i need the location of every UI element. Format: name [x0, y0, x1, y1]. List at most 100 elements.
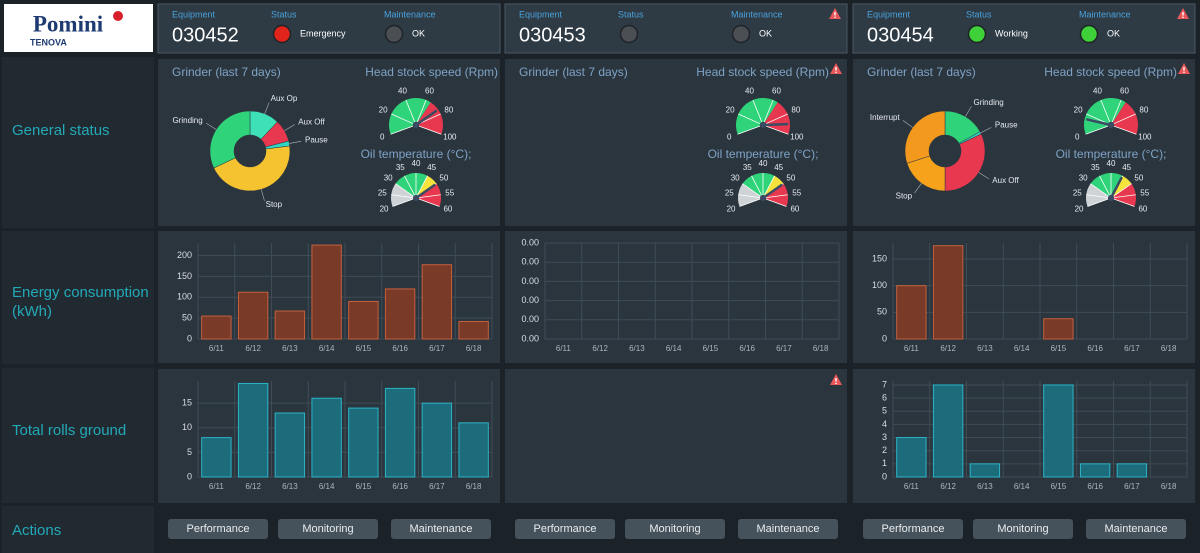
- panel-group: 0.00 0.00 0.00 0.00 0.00 0.00 6/11 6/12 6/13 6/14…: [505, 231, 847, 363]
- logo-dot: [113, 11, 123, 21]
- gauge-tick: [418, 113, 441, 125]
- x-tick-label: 6/11: [209, 482, 225, 491]
- x-tick-label: 6/17: [1124, 344, 1140, 353]
- gauge-tick: [765, 198, 787, 207]
- action-button[interactable]: [278, 519, 378, 539]
- action-label[interactable]: Maintenance: [1105, 523, 1168, 535]
- x-tick-label: 6/12: [245, 344, 261, 353]
- gauge-tick-label: 60: [425, 87, 434, 96]
- x-tick-label: 6/18: [466, 344, 482, 353]
- label: Equipment: [519, 9, 563, 19]
- x-tick-label: 6/16: [1087, 482, 1103, 491]
- gauge-tick: [1111, 99, 1122, 123]
- y-tick-label: 3: [882, 432, 887, 442]
- gauge-tick: [391, 194, 414, 199]
- action-button[interactable]: [738, 519, 838, 539]
- gauge-tick: [1099, 175, 1110, 196]
- equipment-id: 030452: [172, 24, 239, 46]
- gauge-tick-label: 35: [743, 163, 752, 172]
- pie-label: Pause: [305, 136, 328, 145]
- gauge-needle: [414, 109, 438, 127]
- row-panel: [2, 506, 154, 553]
- x-tick-label: 6/17: [429, 344, 445, 353]
- action-label[interactable]: Performance: [882, 523, 945, 535]
- pie-leader: [914, 183, 922, 194]
- action-label[interactable]: Performance: [534, 523, 597, 535]
- action-label[interactable]: Maintenance: [757, 523, 820, 535]
- gauge-tick-label: 40: [759, 159, 768, 168]
- x-tick-label: 6/15: [1051, 344, 1067, 353]
- action-label[interactable]: Monitoring: [302, 523, 353, 535]
- y-tick-label: 10: [182, 422, 192, 432]
- bar: [1043, 318, 1074, 340]
- gauge-band: [1084, 97, 1126, 135]
- x-tick-label: 6/11: [556, 344, 572, 353]
- y-tick-label: 0: [882, 333, 887, 343]
- row-panel: [2, 368, 154, 503]
- panel-title: Head stock speed (Rpm): [365, 65, 498, 79]
- y-tick-label: 5: [882, 406, 887, 416]
- panel-group: Grinder (last 7 days) Grinding Pause Aux Of…: [853, 59, 1195, 226]
- action-button[interactable]: [863, 519, 963, 539]
- gauge-tick-label: 60: [790, 205, 799, 214]
- bar: [274, 310, 306, 340]
- gauge-tick-label: 80: [1139, 105, 1148, 114]
- gauge-tick-label: 50: [439, 174, 448, 183]
- gauge-tick: [764, 175, 775, 196]
- logo-brand: Pomini: [33, 11, 104, 36]
- gauge-tick: [765, 194, 788, 199]
- pie-label: Pause: [995, 121, 1018, 130]
- logo-box: [4, 4, 153, 52]
- maintenance-light: [384, 24, 404, 44]
- gauge-tick-label: 60: [772, 87, 781, 96]
- x-tick-label: 6/16: [392, 482, 408, 491]
- gauge-tick: [418, 125, 442, 135]
- y-tick-label: 0.00: [521, 276, 539, 286]
- gauge-tick: [1086, 113, 1109, 125]
- equipment-id: 030454: [867, 24, 934, 46]
- x-tick-label: 6/18: [813, 344, 829, 353]
- label: Equipment: [867, 9, 911, 19]
- gauge-tick: [1085, 125, 1109, 135]
- gauge-tick-label: 20: [379, 105, 388, 114]
- bar: [932, 245, 964, 340]
- x-tick-label: 6/15: [356, 344, 372, 353]
- action-button[interactable]: [1086, 519, 1186, 539]
- action-label[interactable]: Maintenance: [410, 523, 473, 535]
- pie-label: Aux Off: [992, 176, 1019, 185]
- bar: [237, 382, 269, 478]
- x-tick-label: 6/13: [629, 344, 645, 353]
- gauge-tick: [737, 125, 761, 135]
- row-label: Actions: [12, 522, 62, 539]
- gauge-tick: [763, 99, 774, 123]
- x-tick-label: 6/14: [319, 344, 335, 353]
- y-tick-label: 0.00: [521, 295, 539, 305]
- panel-title: Grinder (last 7 days): [172, 65, 281, 79]
- action-button[interactable]: [515, 519, 615, 539]
- y-tick-label: 100: [872, 280, 887, 290]
- gauge-tick: [1113, 198, 1135, 207]
- action-button[interactable]: [625, 519, 725, 539]
- gauge-tick: [751, 175, 762, 196]
- gauge-tick-label: 0: [1075, 132, 1080, 141]
- action-label[interactable]: Performance: [187, 523, 250, 535]
- y-tick-label: 4: [882, 419, 887, 429]
- y-tick-label: 200: [177, 250, 192, 260]
- gauge-hub: [1108, 122, 1114, 128]
- action-label[interactable]: Monitoring: [997, 523, 1048, 535]
- y-tick-label: 0: [882, 471, 887, 481]
- gauge-tick-label: 30: [384, 174, 393, 183]
- gauge-needle: [414, 183, 436, 200]
- action-button[interactable]: [391, 519, 491, 539]
- x-tick-label: 6/14: [319, 482, 335, 491]
- action-label[interactable]: Monitoring: [649, 523, 700, 535]
- action-button[interactable]: [168, 519, 268, 539]
- gauge-tick: [390, 125, 414, 135]
- gauge-tick-label: 20: [727, 205, 736, 214]
- x-tick-label: 6/14: [1014, 344, 1030, 353]
- action-button[interactable]: [973, 519, 1073, 539]
- panel-title: Oil temperature (°C);: [1056, 147, 1167, 161]
- gauge-tick-label: 30: [1079, 174, 1088, 183]
